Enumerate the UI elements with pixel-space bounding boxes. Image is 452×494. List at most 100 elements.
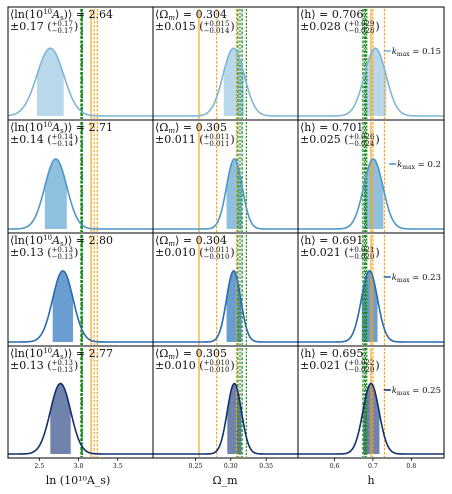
kmax-label: kmax = 0.2 [397, 160, 441, 171]
axis-labels: ln (10¹⁰A_s) Ω_m h [46, 474, 375, 487]
mean-label: ⟨Ωm⟩ = 0.304 [155, 234, 227, 248]
ci-upper-label: +0.011 [204, 133, 230, 141]
ci-close-paren: ) [230, 359, 234, 372]
std-label: ±0.13 ( [10, 246, 52, 259]
posterior-curve [8, 382, 153, 455]
mean-label: ⟨h⟩ = 0.701 [300, 121, 363, 134]
ci-lower-label: −0.17 [52, 27, 73, 35]
ci-close-paren: ) [230, 246, 234, 259]
ci-upper-label: +0.13 [52, 359, 73, 367]
panel-r2-c1: ⟨Ωm⟩ = 0.304±0.010 (+0.011−0.010) [152, 232, 299, 347]
panel-grid: ⟨ln(1010As)⟩ = 2.64±0.17 (+0.17−0.17)⟨Ωm… [7, 6, 445, 470]
x-tick-label: 0.25 [189, 463, 203, 470]
ci-band [226, 270, 242, 342]
ci-lower-label: −0.020 [349, 366, 375, 374]
xlabel-omega-m: Ω_m [212, 474, 238, 487]
ci-lower-label: −0.010 [204, 366, 230, 374]
kmax-label: kmax = 0.25 [392, 386, 441, 397]
ci-close-paren: ) [74, 246, 78, 259]
ci-band [50, 383, 71, 454]
kmax-label: kmax = 0.15 [392, 47, 441, 58]
posterior-curve [8, 158, 153, 230]
x-tick-label: 3.5 [113, 463, 123, 470]
posterior-curve [298, 158, 444, 230]
ci-band [223, 48, 245, 116]
posterior-curve [298, 382, 444, 455]
std-label: ±0.028 ( [300, 20, 349, 33]
std-label: ±0.021 ( [300, 246, 349, 259]
mean-label: ⟨h⟩ = 0.706 [300, 8, 363, 21]
panel-r3-c2: ⟨h⟩ = 0.695±0.021 (+0.022−0.020) kmax = 0… [297, 345, 445, 470]
mean-label: ⟨Ωm⟩ = 0.304 [155, 8, 227, 22]
ci-close-paren: ) [375, 359, 379, 372]
panel-r1-c0: ⟨ln(1010As)⟩ = 2.71±0.14 (+0.14−0.14) [7, 119, 154, 234]
xlabel-lnAs: ln (10¹⁰A_s) [46, 474, 111, 487]
panel-r1-c1: ⟨Ωm⟩ = 0.305±0.011 (+0.011−0.011) [152, 119, 299, 234]
std-label: ±0.011 ( [155, 133, 204, 146]
posterior-curve [153, 382, 298, 455]
std-label: ±0.015 ( [155, 20, 204, 33]
ci-upper-label: +0.021 [349, 246, 375, 254]
ci-upper-label: +0.015 [204, 20, 230, 28]
mean-label: ⟨ln(1010As)⟩ = 2.80 [10, 234, 113, 248]
x-tick-label: 0.8 [406, 463, 416, 470]
std-label: ±0.025 ( [300, 133, 349, 146]
ci-close-paren: ) [74, 20, 78, 33]
panel-r0-c2: ⟨h⟩ = 0.706±0.028 (+0.029−0.028) kmax = 0… [297, 6, 445, 121]
panel-r2-c0: ⟨ln(1010As)⟩ = 2.80±0.13 (+0.13−0.13) [7, 232, 154, 347]
ci-band [227, 383, 242, 454]
ci-band [52, 270, 74, 342]
ci-lower-label: −0.020 [349, 253, 375, 261]
posterior-curve [298, 47, 444, 117]
std-label: ±0.14 ( [10, 133, 52, 146]
ci-upper-label: +0.011 [204, 246, 230, 254]
mean-label: ⟨Ωm⟩ = 0.305 [155, 121, 227, 135]
ci-lower-label: −0.011 [204, 140, 230, 148]
xlabel-h: h [367, 474, 374, 487]
mean-label: ⟨ln(1010As)⟩ = 2.77 [10, 347, 113, 361]
ci-close-paren: ) [375, 20, 379, 33]
panel-r0-c1: ⟨Ωm⟩ = 0.304±0.015 (+0.015−0.014) [152, 6, 299, 121]
ci-close-paren: ) [230, 133, 234, 146]
ci-band [361, 270, 378, 342]
panel-r2-c2: ⟨h⟩ = 0.691±0.021 (+0.021−0.020) kmax = 0… [297, 232, 445, 347]
ci-close-paren: ) [230, 20, 234, 33]
ci-band [44, 158, 67, 229]
ci-upper-label: +0.026 [349, 133, 375, 141]
ci-upper-label: +0.010 [204, 359, 230, 367]
ci-upper-label: +0.17 [52, 20, 73, 28]
ci-lower-label: −0.028 [349, 27, 375, 35]
mean-label: ⟨h⟩ = 0.691 [300, 234, 363, 247]
ci-lower-label: −0.010 [204, 253, 230, 261]
posterior-curve [7, 47, 153, 117]
ci-upper-label: +0.029 [349, 20, 375, 28]
panel-frame [297, 345, 445, 459]
ci-lower-label: −0.13 [52, 366, 73, 374]
x-tick-label: 0.6 [330, 463, 340, 470]
mean-label: ⟨Ωm⟩ = 0.305 [155, 347, 227, 361]
mean-label: ⟨ln(1010As)⟩ = 2.64 [10, 8, 113, 22]
ci-close-paren: ) [375, 246, 379, 259]
posterior-curve [153, 269, 298, 343]
panel-r1-c2: ⟨h⟩ = 0.701±0.025 (+0.026−0.024) kmax = 0… [297, 119, 445, 234]
panel-r0-c0: ⟨ln(1010As)⟩ = 2.64±0.17 (+0.17−0.17) [7, 6, 154, 121]
ci-lower-label: −0.14 [52, 140, 74, 148]
ci-band [364, 48, 387, 116]
std-label: ±0.13 ( [10, 359, 52, 372]
posterior-curve [8, 270, 153, 343]
std-label: ±0.010 ( [155, 246, 204, 259]
mean-label: ⟨h⟩ = 0.695 [300, 347, 363, 360]
x-tick-label: 0.7 [368, 463, 378, 470]
ci-lower-label: −0.014 [204, 27, 230, 35]
ci-lower-label: −0.024 [349, 140, 375, 148]
x-tick-label: 0.30 [224, 463, 238, 470]
std-label: ±0.010 ( [155, 359, 204, 372]
posterior-curve [153, 47, 298, 117]
mean-label: ⟨ln(1010As)⟩ = 2.71 [10, 121, 113, 135]
ci-close-paren: ) [375, 133, 379, 146]
ci-lower-label: −0.13 [52, 253, 73, 261]
ci-upper-label: +0.13 [52, 246, 73, 254]
ci-band [37, 48, 64, 117]
posterior-curve [153, 158, 298, 230]
